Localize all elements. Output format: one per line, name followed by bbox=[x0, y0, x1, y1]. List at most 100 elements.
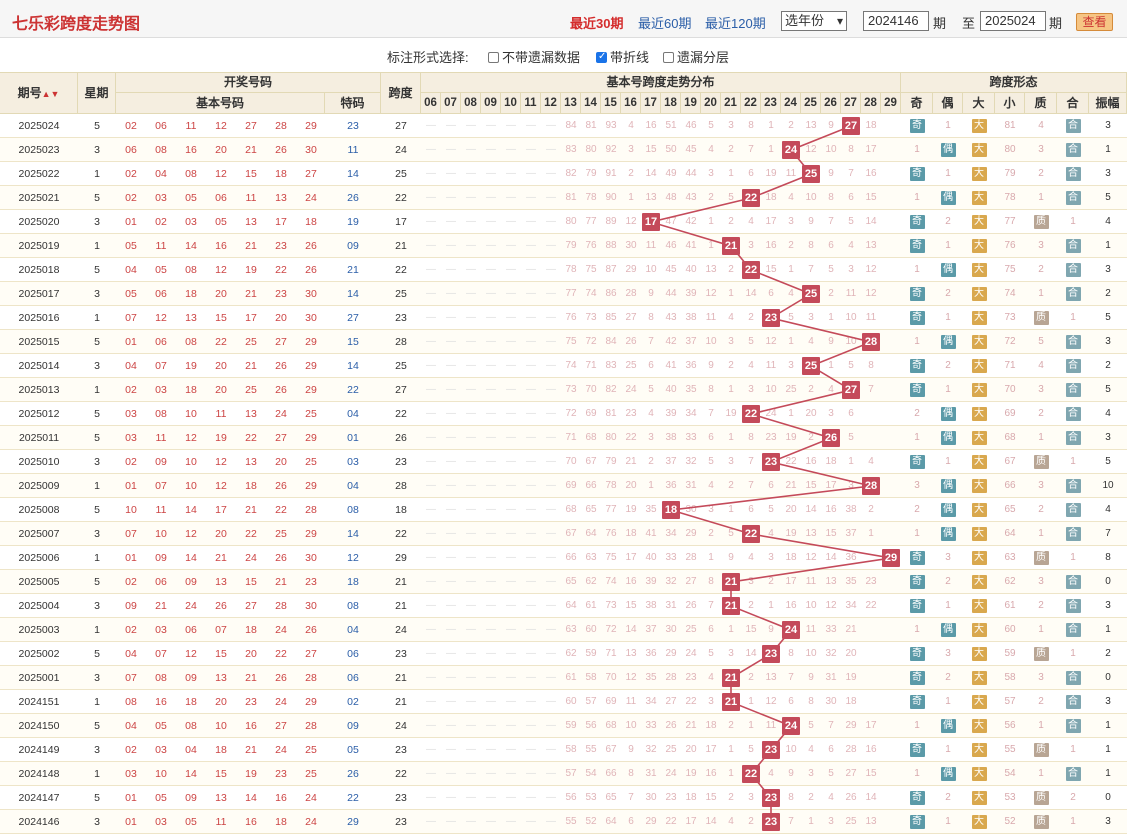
sort-icon[interactable]: ▲▼ bbox=[41, 89, 60, 99]
basic-number: 14 bbox=[245, 792, 257, 804]
miss-value: — bbox=[446, 696, 456, 707]
miss-value: — bbox=[546, 816, 556, 827]
miss-value: 4 bbox=[768, 768, 774, 779]
period-link-60[interactable]: 最近60期 bbox=[638, 16, 692, 31]
miss-value: 5 bbox=[708, 648, 714, 659]
option-layer[interactable]: 遗漏分层 bbox=[663, 47, 729, 66]
miss-value: 8 bbox=[808, 696, 814, 707]
shape-col-header: 小 bbox=[995, 93, 1025, 114]
basic-number: 06 bbox=[155, 576, 167, 588]
miss-value: 23 bbox=[625, 408, 637, 419]
basic-number: 26 bbox=[275, 360, 287, 372]
miss-value: 7 bbox=[708, 600, 714, 611]
miss-value: 71 bbox=[605, 648, 617, 659]
miss-value: 5 bbox=[708, 456, 714, 467]
period-link-30[interactable]: 最近30期 bbox=[570, 16, 624, 31]
miss-value: — bbox=[526, 744, 536, 755]
span-ball: 24 bbox=[782, 717, 800, 735]
miss-value: 14 bbox=[645, 168, 657, 179]
miss-value: 74 bbox=[565, 360, 577, 371]
option-line[interactable]: 带折线 bbox=[596, 47, 649, 66]
shape-badge: 大 bbox=[971, 239, 987, 253]
basic-number: 18 bbox=[275, 168, 287, 180]
miss-value: 3 bbox=[728, 648, 734, 659]
year-select[interactable]: 选年份 bbox=[781, 11, 847, 31]
shape-col-header: 偶 bbox=[933, 93, 963, 114]
checkbox-checked-icon[interactable] bbox=[596, 51, 607, 63]
miss-value: — bbox=[426, 480, 436, 491]
shape-badge: 合 bbox=[1065, 119, 1081, 133]
span-cell: 27 bbox=[395, 120, 407, 132]
miss-value: — bbox=[526, 792, 536, 803]
option-no-missing[interactable]: 不带遗漏数据 bbox=[488, 47, 580, 66]
shape-badge: 偶 bbox=[940, 335, 956, 349]
miss-value: 4 bbox=[748, 552, 754, 563]
miss-value: 36 bbox=[685, 360, 697, 371]
miss-value: — bbox=[526, 168, 536, 179]
miss-value: 4 bbox=[828, 792, 834, 803]
miss-value: 78 bbox=[605, 480, 617, 491]
miss-value: 37 bbox=[645, 624, 657, 635]
shape-value: 5 bbox=[1038, 336, 1044, 347]
miss-value: 12 bbox=[805, 552, 817, 563]
span-col-header: 10 bbox=[501, 93, 521, 114]
miss-value: 1 bbox=[828, 312, 834, 323]
miss-value: — bbox=[506, 480, 516, 491]
miss-value: — bbox=[546, 216, 556, 227]
miss-value: — bbox=[446, 408, 456, 419]
span-col-header: 21 bbox=[721, 93, 741, 114]
to-issue-input[interactable]: 2025024 bbox=[980, 11, 1046, 31]
miss-value: 16 bbox=[705, 768, 717, 779]
miss-value: 83 bbox=[565, 144, 577, 155]
miss-value: — bbox=[446, 264, 456, 275]
basic-number: 01 bbox=[125, 792, 137, 804]
miss-value: — bbox=[526, 480, 536, 491]
miss-value: 3 bbox=[768, 552, 774, 563]
basic-number: 14 bbox=[185, 504, 197, 516]
basic-number: 17 bbox=[245, 312, 257, 324]
miss-value: — bbox=[526, 192, 536, 203]
miss-value: — bbox=[446, 456, 456, 467]
shape-badge: 奇 bbox=[909, 599, 925, 613]
miss-value: 30 bbox=[625, 240, 637, 251]
shape-badge: 合 bbox=[1065, 191, 1081, 205]
from-issue-input[interactable]: 2024146 bbox=[863, 11, 929, 31]
miss-value: 2 bbox=[748, 312, 754, 323]
issue-cell: 2025013 bbox=[18, 384, 60, 396]
miss-value: 2 bbox=[768, 576, 774, 587]
week-cell: 3 bbox=[94, 672, 100, 684]
miss-value: 30 bbox=[685, 504, 697, 515]
col-issue-header[interactable]: 期号▲▼ bbox=[0, 73, 78, 114]
miss-value: 3 bbox=[828, 408, 834, 419]
miss-value: — bbox=[546, 312, 556, 323]
miss-value: 11 bbox=[625, 696, 637, 707]
basic-number: 24 bbox=[305, 792, 317, 804]
miss-value: 40 bbox=[645, 552, 657, 563]
shape-badge: 大 bbox=[971, 359, 987, 373]
checkbox-icon[interactable] bbox=[488, 52, 499, 63]
query-button[interactable]: 查看 bbox=[1076, 13, 1113, 31]
shape-badge: 大 bbox=[971, 407, 987, 421]
period-link-120[interactable]: 最近120期 bbox=[705, 16, 766, 31]
miss-value: 82 bbox=[605, 384, 617, 395]
miss-value: 78 bbox=[565, 264, 577, 275]
shape-badge: 大 bbox=[971, 527, 987, 541]
miss-value: 76 bbox=[605, 528, 617, 539]
miss-value: 44 bbox=[685, 168, 697, 179]
shape-value: 1 bbox=[1070, 744, 1076, 755]
miss-value: 32 bbox=[825, 648, 837, 659]
basic-number: 09 bbox=[155, 552, 167, 564]
miss-value: 11 bbox=[865, 312, 877, 323]
miss-value: 4 bbox=[868, 456, 874, 467]
miss-value: 18 bbox=[825, 456, 837, 467]
miss-value: 20 bbox=[785, 504, 797, 515]
miss-value: 3 bbox=[728, 120, 734, 131]
checkbox-icon[interactable] bbox=[663, 52, 674, 63]
miss-value: — bbox=[486, 360, 496, 371]
basic-number: 28 bbox=[305, 672, 317, 684]
col-shape-group-header: 跨度形态 bbox=[901, 73, 1127, 93]
miss-value: — bbox=[426, 456, 436, 467]
shape-col-header: 奇 bbox=[901, 93, 933, 114]
special-number: 02 bbox=[347, 696, 359, 708]
shape-badge: 奇 bbox=[909, 455, 925, 469]
